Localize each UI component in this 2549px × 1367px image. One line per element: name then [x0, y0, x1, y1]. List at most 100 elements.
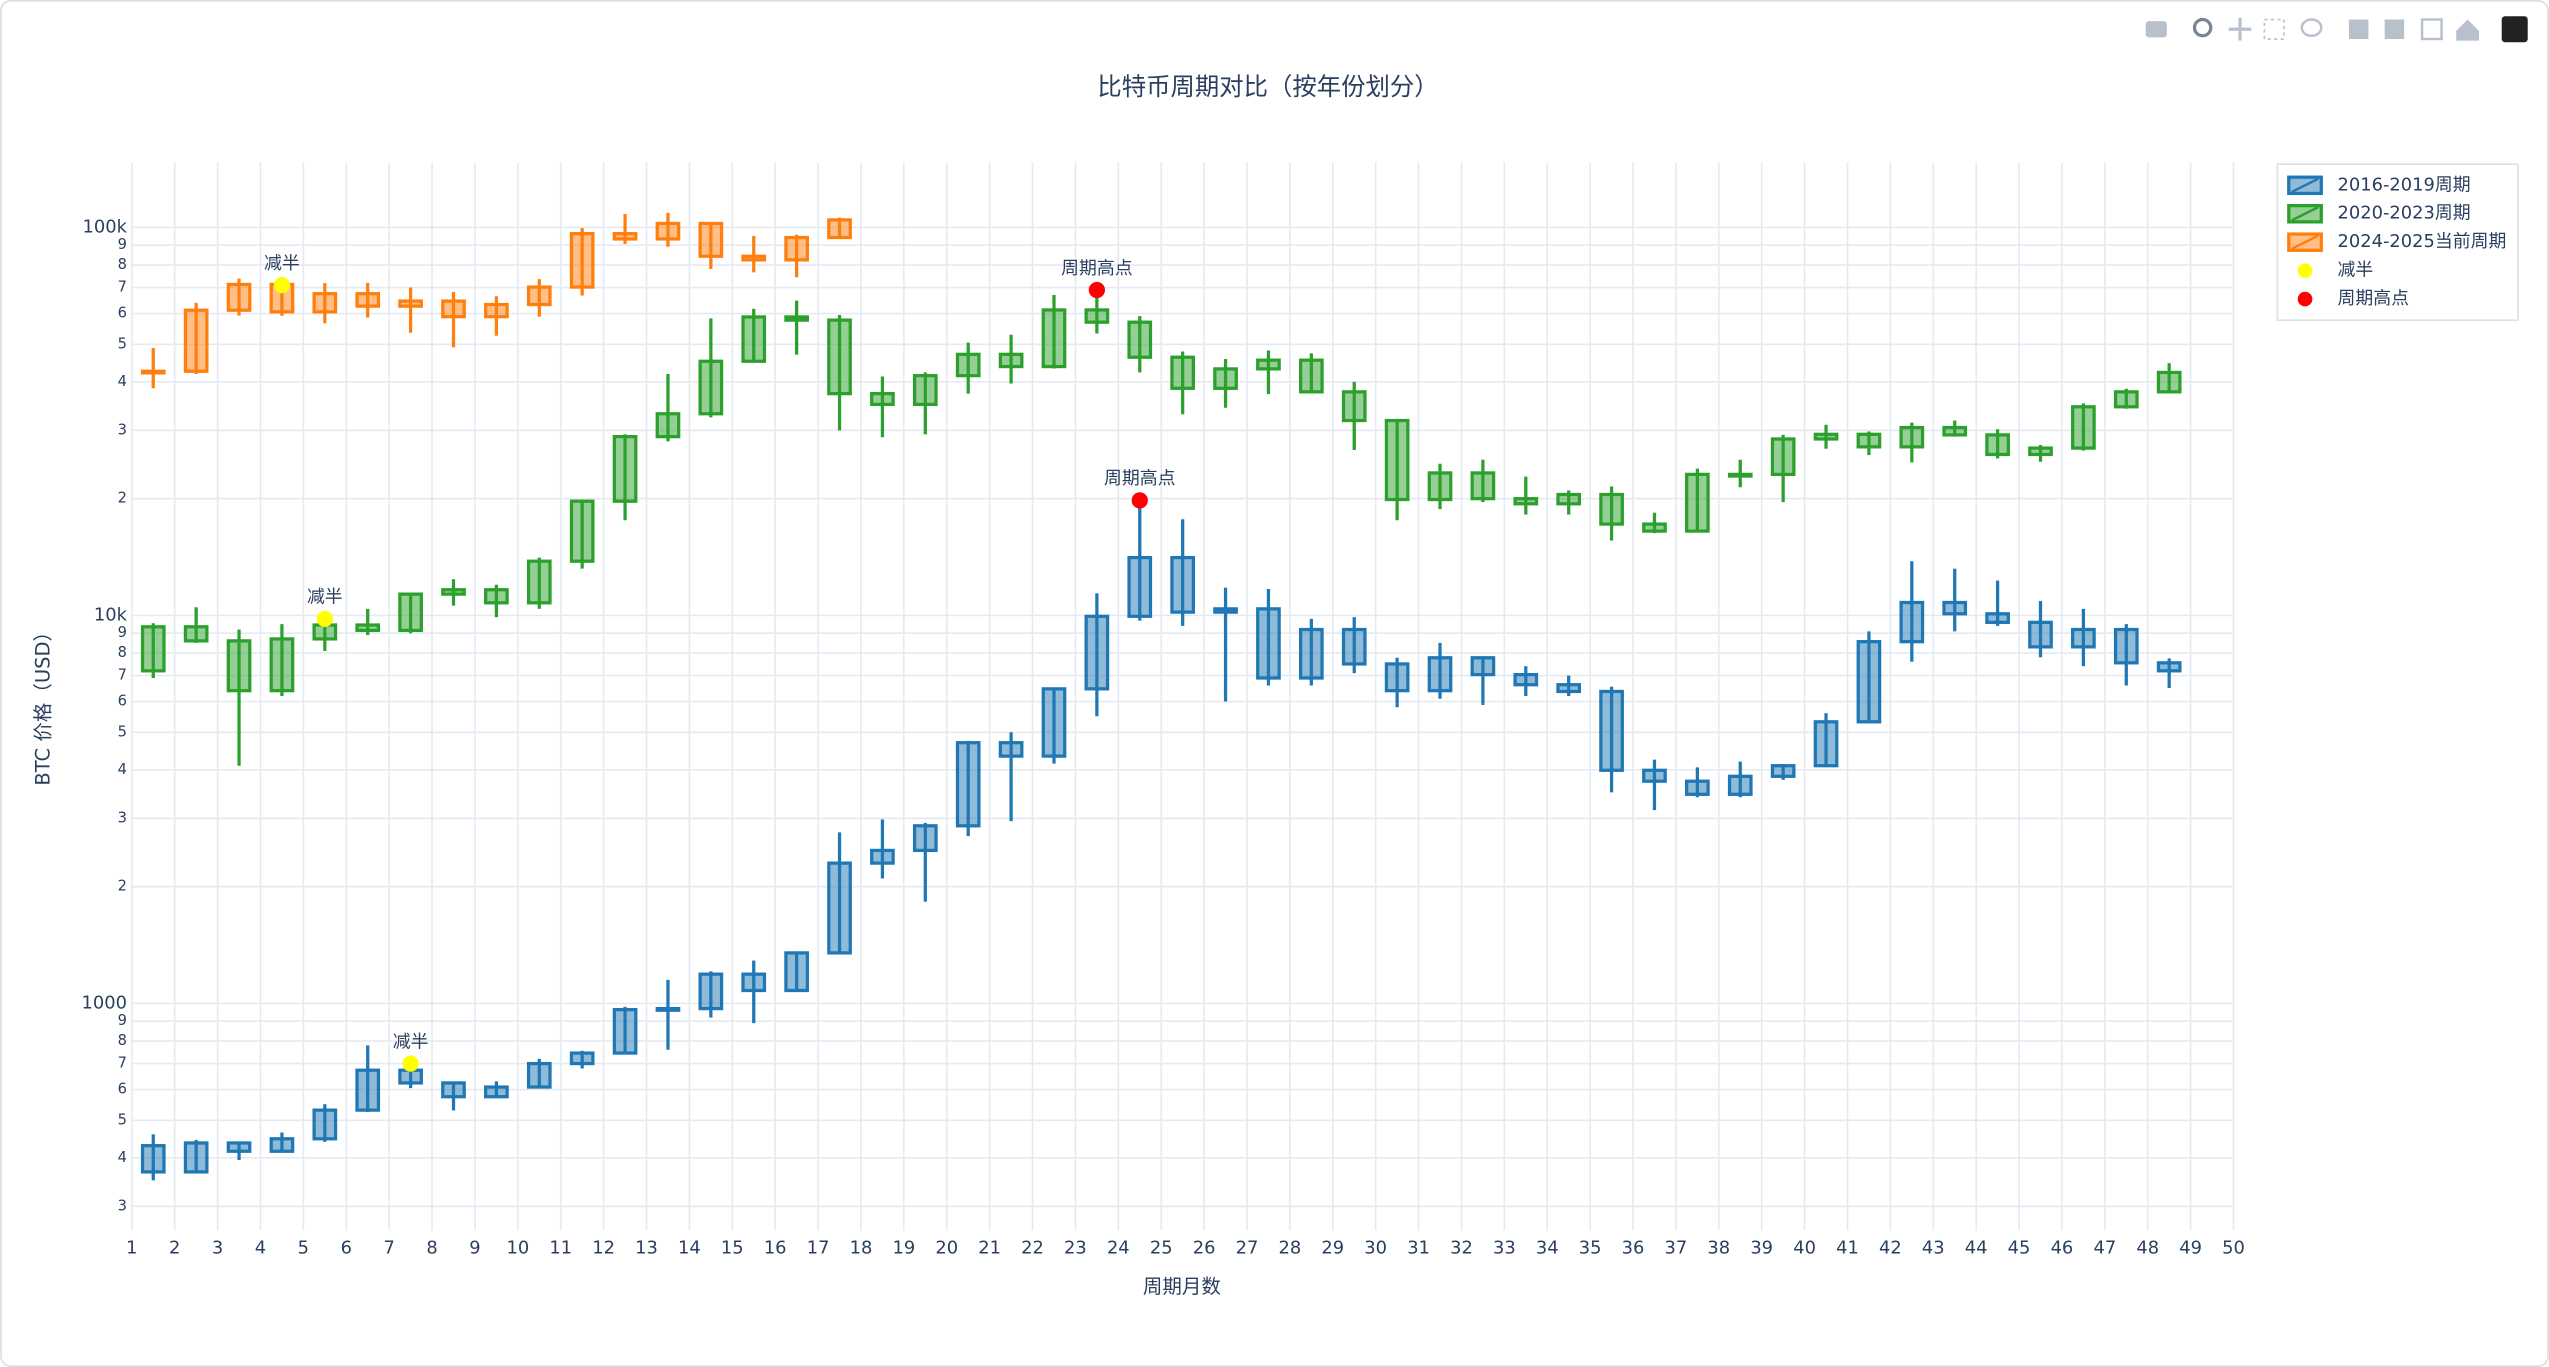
- candle-body: [441, 1081, 466, 1099]
- candle-body: [698, 221, 724, 258]
- y-tick-label: 9: [118, 1012, 127, 1029]
- candle-body: [140, 369, 166, 375]
- legend-item[interactable]: 2016-2019周期: [2287, 174, 2471, 195]
- candle-body: [226, 639, 252, 693]
- y-tick-label: 1000: [81, 992, 126, 1013]
- tool-select[interactable]: [2263, 18, 2285, 40]
- candle-body: [526, 285, 552, 307]
- candle-body: [312, 1108, 338, 1141]
- candle-body: [698, 972, 724, 1011]
- tool-reset[interactable]: [2456, 19, 2479, 41]
- legend-swatch: [2297, 291, 2313, 307]
- candle-body: [1213, 607, 1238, 614]
- candle-body: [183, 625, 209, 643]
- candle-body: [1770, 764, 1796, 778]
- x-tick-label: 19: [892, 1237, 915, 1258]
- candle-body: [1642, 522, 1667, 533]
- candle-body: [870, 848, 895, 865]
- candle-body: [398, 299, 423, 308]
- candle-body: [1341, 627, 1367, 666]
- x-tick-label: 24: [1107, 1237, 1130, 1258]
- candle-body: [1170, 555, 1196, 614]
- toolbar: [2145, 16, 2528, 43]
- candle-body: [140, 625, 166, 673]
- candle-body: [1556, 492, 1582, 506]
- candle-body: [1427, 471, 1453, 502]
- x-tick-label: 43: [1922, 1237, 1945, 1258]
- tool-zoom-out[interactable]: [2384, 19, 2405, 40]
- x-tick-label: 40: [1793, 1237, 1816, 1258]
- x-tick-label: 30: [1364, 1237, 1387, 1258]
- candle-body: [312, 292, 338, 314]
- candle-body: [1298, 627, 1324, 680]
- candle-body: [655, 221, 681, 241]
- candle-body: [827, 861, 852, 955]
- candle-body: [1942, 600, 1968, 616]
- y-tick-label: 9: [118, 624, 127, 641]
- candle-body: [398, 592, 423, 633]
- marker-point: [1088, 281, 1106, 299]
- x-tick-label: 3: [212, 1237, 223, 1258]
- legend-swatch-line: [2291, 177, 2319, 193]
- candle-body: [355, 623, 381, 633]
- y-tick-label: 10k: [94, 604, 128, 625]
- tool-zoom-in[interactable]: [2348, 19, 2369, 40]
- candle-body: [741, 254, 767, 262]
- y-tick-label: 3: [118, 1197, 127, 1214]
- candle-body: [612, 435, 638, 503]
- tool-lasso[interactable]: [2300, 18, 2323, 37]
- x-tick-label: 20: [935, 1237, 958, 1258]
- candle-body: [1685, 779, 1710, 796]
- candle-body: [1942, 425, 1968, 437]
- candle-body: [1770, 437, 1796, 477]
- x-tick-label: 31: [1407, 1237, 1430, 1258]
- y-axis-label: BTC 价格（USD）: [32, 622, 55, 786]
- x-tick-label: 41: [1836, 1237, 1859, 1258]
- tool-camera[interactable]: [2145, 21, 2167, 38]
- tool-pan[interactable]: [2228, 17, 2252, 41]
- candle-body: [398, 1068, 423, 1085]
- candle-body: [1899, 425, 1925, 449]
- candle-body: [1127, 320, 1153, 359]
- tool-logo[interactable]: [2501, 16, 2528, 43]
- tool-zoom[interactable]: [2192, 17, 2213, 38]
- legend-item[interactable]: 2020-2023周期: [2287, 203, 2471, 224]
- x-tick-label: 23: [1064, 1237, 1087, 1258]
- legend-item[interactable]: 减半: [2297, 260, 2374, 281]
- y-tick-label: 4: [118, 1149, 127, 1166]
- candle-body: [1041, 308, 1067, 369]
- legend-item[interactable]: 2024-2025当前周期: [2287, 231, 2507, 252]
- x-tick-label: 50: [2222, 1237, 2245, 1258]
- x-tick-label: 28: [1279, 1237, 1302, 1258]
- x-tick-label: 7: [383, 1237, 394, 1258]
- candle-body: [1685, 472, 1710, 533]
- x-tick-label: 33: [1493, 1237, 1516, 1258]
- y-tick-label: 3: [118, 421, 127, 438]
- legend-item[interactable]: 周期高点: [2297, 288, 2409, 309]
- x-tick-label: 46: [2051, 1237, 2074, 1258]
- candle-body: [741, 315, 767, 363]
- candle-body: [2071, 627, 2096, 649]
- candle-body: [1041, 687, 1067, 758]
- y-tick-label: 3: [118, 809, 127, 826]
- candle-body: [998, 741, 1024, 758]
- candle-body: [1556, 683, 1582, 694]
- candle-body: [441, 299, 466, 319]
- candle-body: [827, 218, 852, 240]
- candle-body: [1813, 720, 1839, 768]
- tool-autoscale[interactable]: [2420, 18, 2443, 41]
- candle-body: [612, 232, 638, 241]
- candle-body: [183, 308, 209, 373]
- marker-annotation: 减半: [307, 587, 343, 608]
- x-tick-label: 21: [978, 1237, 1001, 1258]
- candle-body: [1856, 432, 1882, 449]
- candle-body: [1213, 367, 1238, 390]
- candle-body: [1985, 433, 2010, 457]
- candle-body: [269, 637, 295, 693]
- candle-body: [784, 951, 809, 993]
- candle-body: [1127, 555, 1153, 618]
- candle-body: [484, 588, 509, 605]
